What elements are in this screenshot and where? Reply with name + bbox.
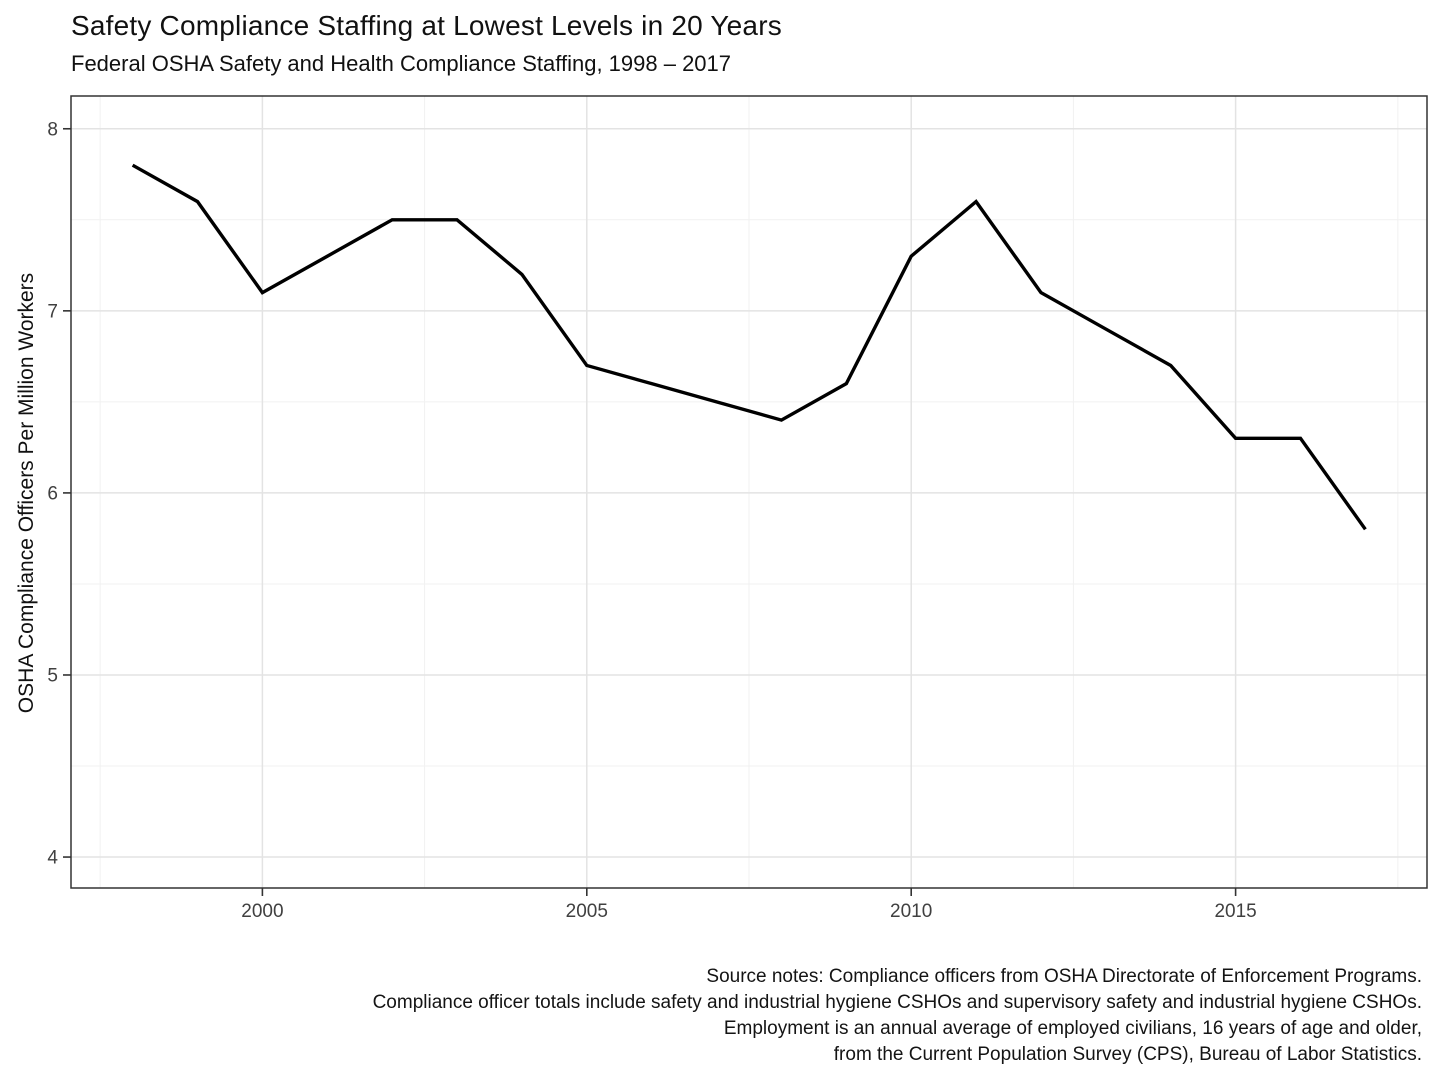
y-tick-label: 7 xyxy=(47,301,58,322)
x-tick-label: 2005 xyxy=(566,901,608,922)
y-tick-label: 4 xyxy=(47,848,58,869)
chart-subtitle: Federal OSHA Safety and Health Complianc… xyxy=(71,51,732,76)
source-notes-line: Source notes: Compliance officers from O… xyxy=(706,966,1422,987)
x-tick-label: 2010 xyxy=(890,901,932,922)
series-line xyxy=(131,163,1367,531)
y-tick-label: 6 xyxy=(47,483,58,504)
source-notes-line: Employment is an annual average of emplo… xyxy=(723,1018,1422,1039)
source-notes-line: from the Current Population Survey (CPS)… xyxy=(833,1044,1422,1065)
y-tick-label: 5 xyxy=(47,665,58,686)
source-notes-line: Compliance officer totals include safety… xyxy=(372,992,1422,1013)
panel-border xyxy=(70,95,1428,889)
chart-title: Safety Compliance Staffing at Lowest Lev… xyxy=(71,10,782,41)
x-tick-label: 2000 xyxy=(241,901,283,922)
y-tick-label: 8 xyxy=(47,119,58,140)
y-axis-title: OSHA Compliance Officers Per Million Wor… xyxy=(15,272,38,714)
x-tick-label: 2015 xyxy=(1214,901,1256,922)
source-notes: Source notes: Compliance officers from O… xyxy=(122,964,1422,1068)
